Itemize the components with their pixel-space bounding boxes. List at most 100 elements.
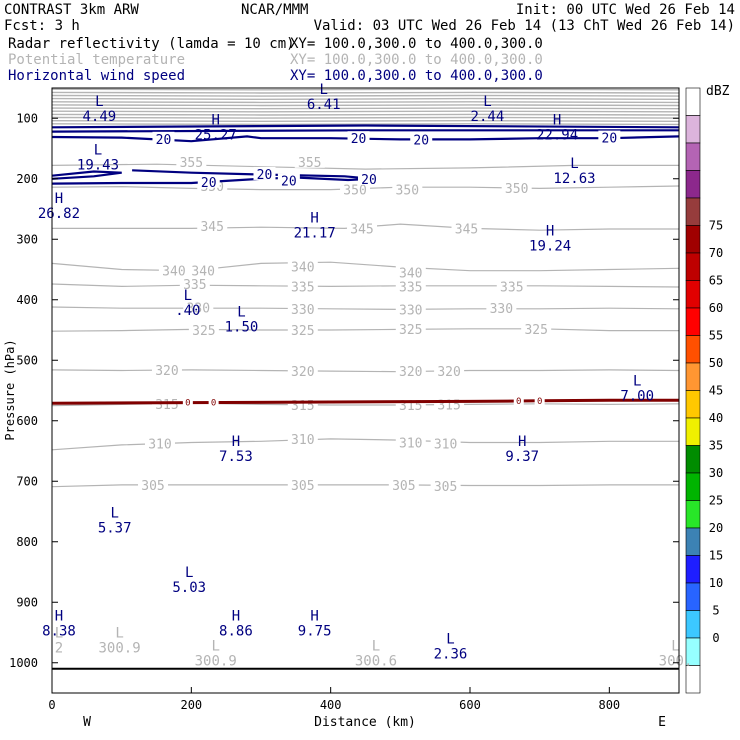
theta-extremum-type: L	[55, 625, 63, 641]
theta-label-bg	[395, 321, 426, 335]
colorbar-level-label: 20	[709, 521, 723, 535]
wind-extremum-type: H	[310, 210, 318, 226]
theta-label-bg	[395, 435, 426, 449]
wind-extremum-type: L	[95, 94, 103, 110]
wind-contour-line	[52, 135, 679, 143]
theta-label-bg	[183, 300, 214, 314]
y-tick-label: 700	[16, 474, 38, 488]
theta-label-bg	[287, 279, 318, 293]
theta-stable-line	[52, 116, 679, 119]
theta-label-bg	[287, 259, 318, 273]
y-tick-label: 400	[16, 293, 38, 307]
theta-stable-line	[52, 88, 679, 91]
theta-stable-line	[52, 107, 679, 110]
theta-stable-line	[52, 123, 679, 126]
theta-label-bg	[294, 154, 325, 168]
theta-label-bg	[197, 218, 228, 232]
x-end-right-label: E	[658, 715, 666, 730]
theta-label-bg	[158, 263, 189, 277]
colorbar-swatch	[685, 417, 701, 446]
theta-label-bg	[395, 364, 426, 378]
theta-label-bg	[430, 436, 461, 450]
theta-extremum-type: L	[671, 639, 679, 655]
colorbar-swatch	[685, 225, 701, 254]
theta-label-bg	[176, 154, 207, 168]
theta-label-bg	[388, 477, 419, 491]
wind-extremum-type: L	[570, 156, 578, 172]
colorbar-level-label: 75	[709, 219, 723, 233]
colorbar-level-label: 10	[709, 576, 723, 590]
theta-label-bg	[521, 321, 552, 335]
y-tick-label: 1000	[9, 656, 38, 670]
theta-contour-label: 310	[434, 438, 457, 453]
wind-extremum-type: H	[55, 608, 63, 624]
colorbar-swatch	[685, 307, 701, 336]
colorbar-swatch	[685, 445, 701, 474]
wind-contour-label: 20	[257, 168, 273, 183]
colorbar-level-label: 0	[712, 631, 719, 645]
wind-extremum-value: 8.86	[219, 623, 253, 639]
theta-contour-label: 305	[434, 480, 457, 495]
wind-extremum-value: 21.17	[294, 225, 336, 241]
theta-contour-label: 335	[399, 280, 422, 295]
wind-extremum-value: 26.82	[38, 206, 80, 222]
org-label: NCAR/MMM	[241, 2, 308, 18]
colorbar-swatch	[685, 527, 701, 556]
field-xy: XY= 100.0,300.0 to 400.0,300.0	[290, 68, 543, 84]
theta-label-bg	[434, 364, 465, 378]
theta-label-bg	[287, 364, 318, 378]
wind-extremum-value: 7.00	[620, 389, 654, 405]
wind-extremum-type: L	[483, 94, 491, 110]
theta-label-bg	[451, 221, 482, 235]
theta-label-bg	[287, 477, 318, 491]
wind-extremum-value: 9.75	[298, 623, 332, 639]
colorbar-level-label: 40	[709, 411, 723, 425]
theta-contour-label: 355	[180, 156, 203, 171]
theta-label-bg	[486, 301, 517, 315]
colorbar-swatch	[685, 362, 701, 391]
theta-contour-label: 305	[291, 479, 314, 494]
wind-extremum-type: H	[55, 191, 63, 207]
wind-extremum-value: 19.43	[77, 158, 119, 174]
wind-extremum-value: 9.37	[505, 449, 539, 465]
colorbar-swatch	[685, 252, 701, 281]
colorbar-swatch	[685, 390, 701, 419]
init-label: Init: 00 UTC Wed 26 Feb 14	[516, 2, 735, 18]
theta-contour-label: 340	[162, 265, 185, 280]
reflectivity-contour-label: 0	[185, 399, 190, 409]
theta-contour-line	[52, 163, 679, 170]
wind-extremum-value: 22.94	[536, 127, 578, 143]
theta-contour-line	[52, 283, 679, 288]
theta-contour-label: 310	[148, 438, 171, 453]
theta-stable-line	[52, 113, 679, 116]
theta-contour-label: 305	[392, 479, 415, 494]
theta-label-bg	[395, 302, 426, 316]
x-tick-label: 200	[180, 698, 202, 712]
wind-contour-line	[52, 169, 373, 185]
y-tick-label: 900	[16, 595, 38, 609]
wind-contour-label: 20	[361, 173, 377, 188]
colorbar-swatch	[685, 280, 701, 309]
colorbar-level-label: 60	[709, 301, 723, 315]
wind-extremum-value: 5.37	[98, 521, 132, 537]
reflectivity-contour-label: 0	[211, 399, 216, 409]
reflectivity-label-bg	[182, 397, 193, 408]
colorbar-swatch	[685, 555, 701, 584]
colorbar-swatch	[685, 170, 701, 199]
theta-stable-line	[52, 94, 679, 97]
theta-extremum-value: 2	[55, 640, 63, 656]
theta-label-bg	[501, 180, 532, 194]
wind-contour-label: 20	[602, 132, 618, 147]
wind-extremum-type: L	[185, 565, 193, 581]
wind-extremum-value: 4.49	[83, 109, 117, 125]
theta-stable-line	[52, 110, 679, 113]
theta-contour-label: 345	[455, 222, 478, 237]
theta-stable-line	[52, 97, 679, 101]
wind-extremum-type: L	[633, 374, 641, 390]
colorbar-level-label: 45	[709, 384, 723, 398]
colorbar-level-label: 5	[712, 604, 719, 618]
theta-contour-label: 315	[155, 398, 178, 413]
theta-extremum-value: 300.	[659, 654, 693, 670]
wind-extremum-value: 19.24	[529, 239, 571, 255]
reflectivity-contour-label: 0	[537, 397, 542, 407]
